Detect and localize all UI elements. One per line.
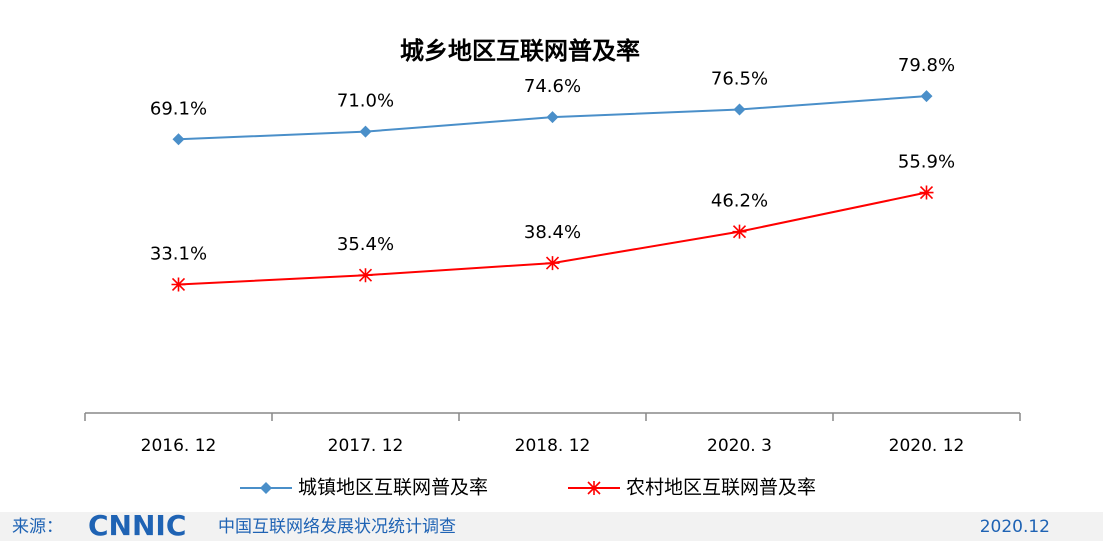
legend-label: 城镇地区互联网普及率 xyxy=(298,477,488,499)
data-label: 46.2% xyxy=(711,191,768,212)
x-tick-label: 2020. 12 xyxy=(889,436,965,456)
marker xyxy=(733,103,746,116)
marker xyxy=(359,125,372,138)
footer-band xyxy=(0,512,1103,541)
data-label: 33.1% xyxy=(150,243,207,264)
data-label: 69.1% xyxy=(150,98,207,119)
footer-logo: CNNIC xyxy=(88,509,186,541)
footer-text: 中国互联网络发展状况统计调查 xyxy=(218,517,456,537)
marker xyxy=(919,185,934,200)
data-label: 71.0% xyxy=(337,91,394,112)
data-label: 55.9% xyxy=(898,152,955,173)
x-tick-label: 2016. 12 xyxy=(141,436,217,456)
x-tick-label: 2017. 12 xyxy=(328,436,404,456)
data-label: 79.8% xyxy=(898,55,955,76)
marker xyxy=(358,268,373,283)
chart-title: 城乡地区互联网普及率 xyxy=(400,37,640,65)
marker xyxy=(587,481,601,495)
marker xyxy=(732,224,747,239)
marker xyxy=(545,256,560,271)
data-label: 35.4% xyxy=(337,234,394,255)
marker xyxy=(260,482,272,494)
data-label: 74.6% xyxy=(524,76,581,97)
marker xyxy=(546,111,559,124)
data-label: 38.4% xyxy=(524,222,581,243)
x-tick-label: 2018. 12 xyxy=(515,436,591,456)
x-tick-label: 2020. 3 xyxy=(707,436,772,456)
marker xyxy=(172,133,185,146)
marker xyxy=(171,277,186,292)
marker xyxy=(920,90,933,103)
data-label: 76.5% xyxy=(711,68,768,89)
footer-date: 2020.12 xyxy=(980,517,1050,537)
legend-label: 农村地区互联网普及率 xyxy=(626,477,816,499)
footer-source: 来源： xyxy=(12,517,63,537)
